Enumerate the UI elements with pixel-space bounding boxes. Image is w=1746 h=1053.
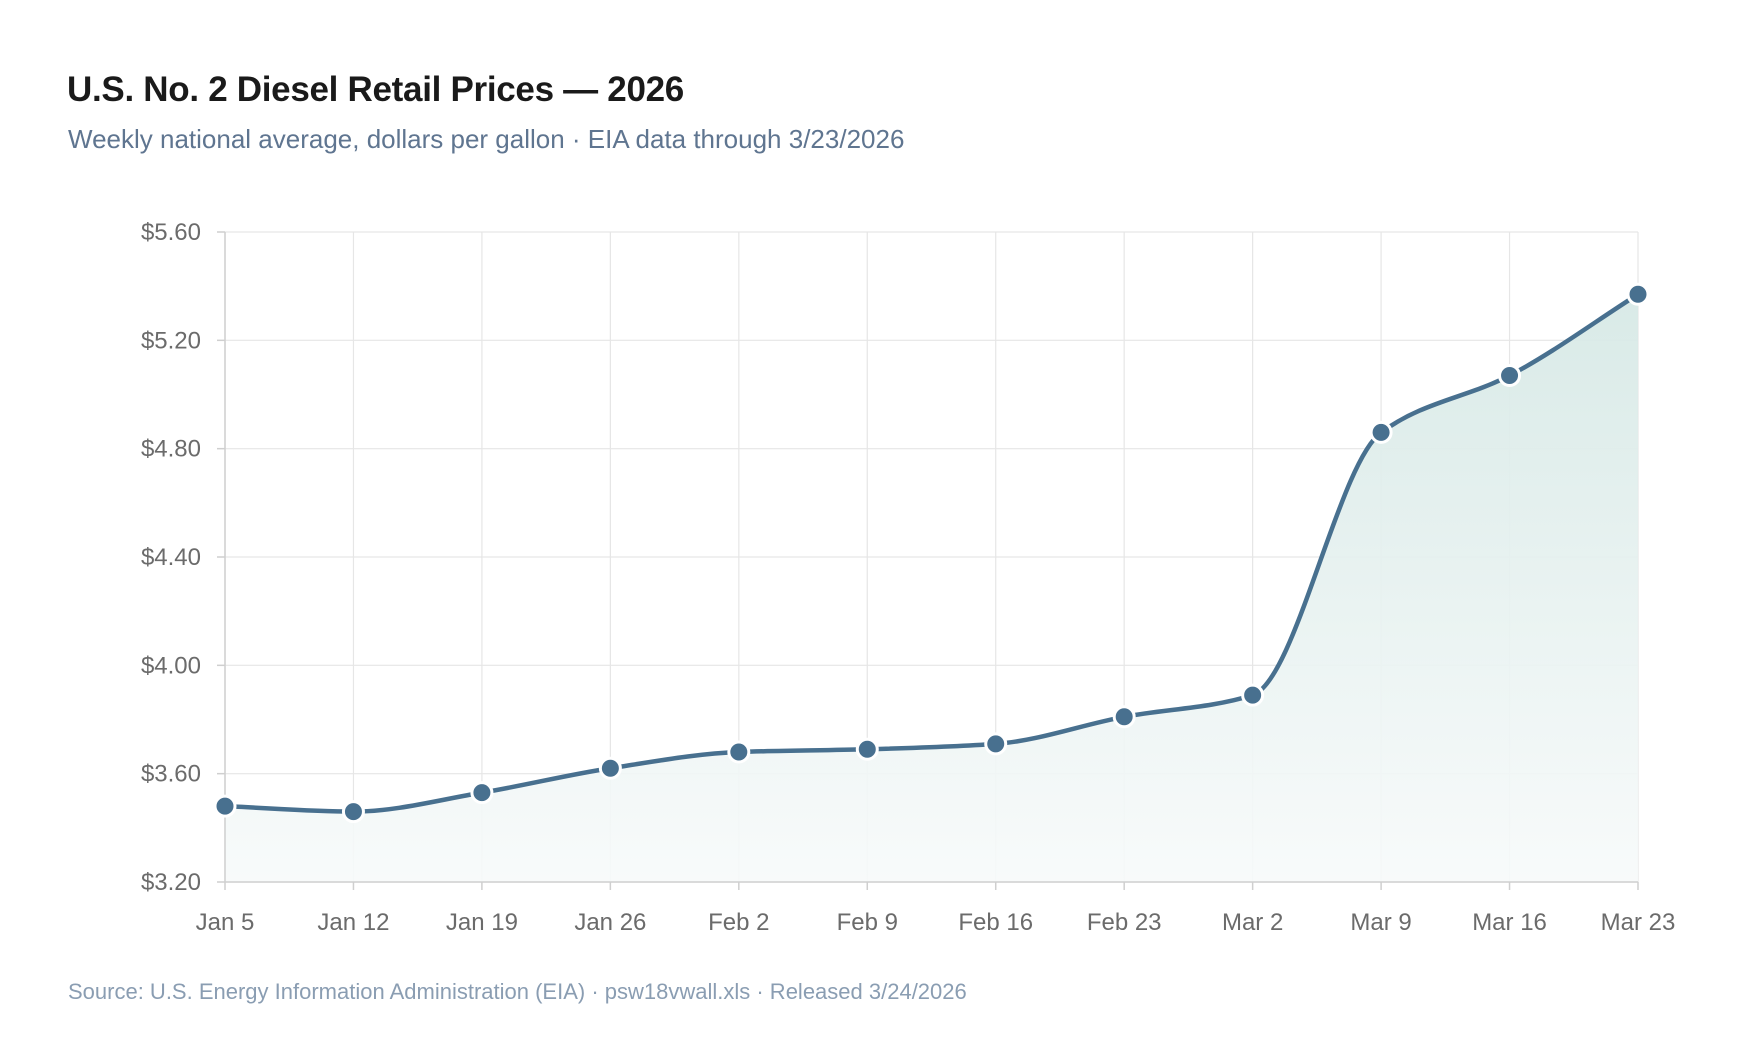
data-point-feb-23[interactable] bbox=[1112, 705, 1136, 729]
data-point-feb-9[interactable] bbox=[855, 737, 879, 761]
y-tick-label: $4.00 bbox=[141, 652, 201, 679]
x-tick-label: Mar 23 bbox=[1601, 909, 1676, 936]
y-tick-label: $4.40 bbox=[141, 544, 201, 571]
data-point-jan-19[interactable] bbox=[470, 781, 494, 805]
data-point-mar-16[interactable] bbox=[1498, 364, 1522, 388]
x-tick-label: Mar 9 bbox=[1350, 909, 1411, 936]
data-point-mar-23[interactable] bbox=[1626, 282, 1650, 306]
x-axis-tick-labels: Jan 5 Jan 12 Jan 19 Jan 26 Feb 2 Feb 9 Feb 16 F… bbox=[196, 909, 1676, 936]
y-tick-label: $4.80 bbox=[141, 436, 201, 463]
x-tick-label: Feb 9 bbox=[837, 909, 898, 936]
x-tick-label: Feb 2 bbox=[708, 909, 769, 936]
x-tick-label: Feb 16 bbox=[958, 909, 1033, 936]
x-tick-label: Jan 26 bbox=[574, 909, 646, 936]
data-point-feb-2[interactable] bbox=[727, 740, 751, 764]
data-point-jan-12[interactable] bbox=[341, 800, 365, 824]
y-axis-tick-labels: $3.20 $3.60 $4.00 $4.40 $4.80 $5.20 $5.60 bbox=[141, 219, 201, 896]
y-tick-label: $5.60 bbox=[141, 219, 201, 246]
x-tick-label: Mar 2 bbox=[1222, 909, 1283, 936]
y-tick-label: $3.60 bbox=[141, 761, 201, 788]
y-tick-label: $3.20 bbox=[141, 869, 201, 896]
source-note: Source: U.S. Energy Information Administ… bbox=[68, 979, 967, 1004]
data-point-mar-9[interactable] bbox=[1369, 420, 1393, 444]
x-tick-label: Jan 5 bbox=[196, 909, 255, 936]
data-point-feb-16[interactable] bbox=[984, 732, 1008, 756]
chart-subtitle: Weekly national average, dollars per gal… bbox=[68, 124, 905, 154]
x-tick-label: Jan 12 bbox=[317, 909, 389, 936]
x-tick-label: Feb 23 bbox=[1087, 909, 1162, 936]
data-point-jan-5[interactable] bbox=[213, 794, 237, 818]
x-tick-label: Jan 19 bbox=[446, 909, 518, 936]
chart-title: U.S. No. 2 Diesel Retail Prices — 2026 bbox=[67, 70, 684, 109]
data-point-mar-2[interactable] bbox=[1241, 683, 1265, 707]
axes bbox=[217, 231, 1639, 890]
area-fill bbox=[225, 294, 1638, 883]
data-point-jan-26[interactable] bbox=[598, 756, 622, 780]
x-tick-label: Mar 16 bbox=[1472, 909, 1547, 936]
y-tick-label: $5.20 bbox=[141, 327, 201, 354]
data-points bbox=[213, 282, 1650, 824]
